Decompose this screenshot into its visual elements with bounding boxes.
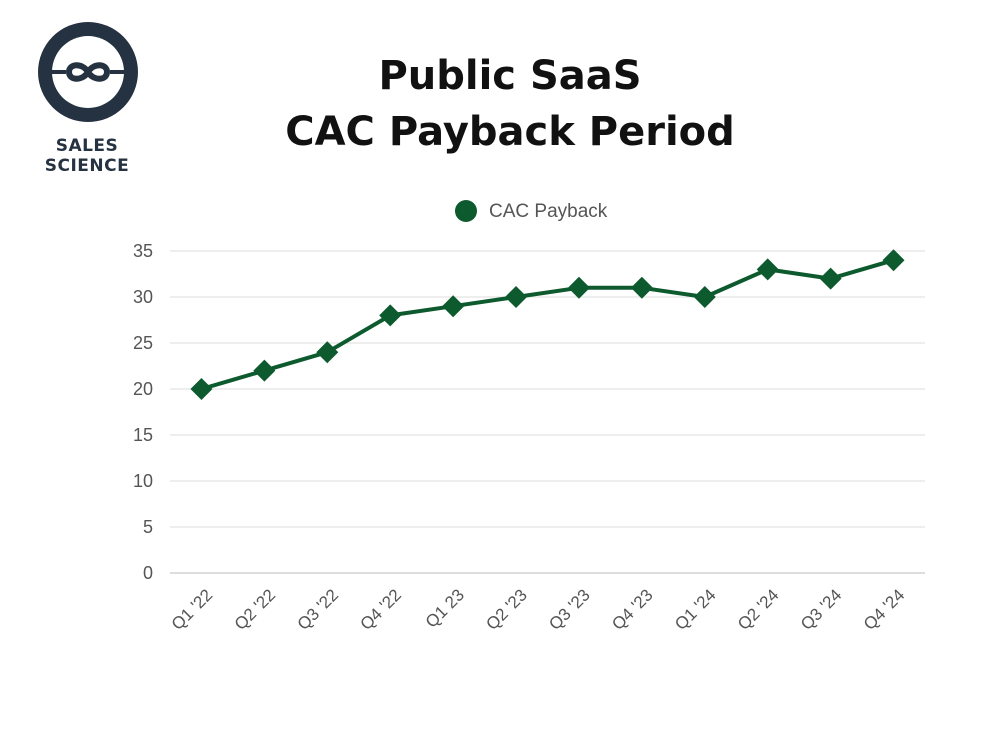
y-axis-ticks: 0 5 10 15 20 25 30 35 (133, 241, 153, 583)
x-tick-label: Q2 '22 (231, 585, 279, 633)
x-tick-label: Q4 '24 (860, 585, 908, 633)
legend-label: CAC Payback (489, 201, 608, 222)
data-point (882, 249, 905, 272)
series-line (200, 258, 895, 391)
data-point (505, 286, 528, 308)
y-tick-label: 25 (133, 333, 153, 353)
data-point (567, 276, 590, 299)
y-tick-label: 30 (133, 287, 153, 307)
y-tick-label: 10 (133, 471, 153, 491)
x-axis-ticks: Q1 '22 Q2 '22 Q3 '22 Q4 '22 Q1 23 Q2 '23 Q3 '2… (168, 585, 909, 633)
y-tick-label: 0 (143, 563, 153, 583)
sales-science-logo: SALES SCIENCE (12, 18, 162, 176)
infinity-link-icon (38, 22, 138, 122)
data-point (693, 286, 716, 308)
data-point (316, 341, 339, 364)
y-tick-label: 35 (133, 241, 153, 261)
title-line-2: CAC Payback Period (285, 109, 735, 155)
x-tick-label: Q2 '23 (482, 585, 530, 633)
x-tick-label: Q4 '23 (608, 585, 656, 633)
x-tick-label: Q3 '24 (797, 585, 845, 633)
data-point (756, 258, 779, 281)
data-point (819, 267, 842, 290)
x-tick-label: Q1 23 (422, 585, 468, 631)
y-tick-label: 20 (133, 379, 153, 399)
x-tick-label: Q1 '22 (168, 585, 216, 633)
data-point (630, 276, 653, 299)
data-point (253, 359, 276, 382)
data-point (190, 378, 213, 400)
y-tick-label: 5 (143, 517, 153, 537)
logo-text: SALES SCIENCE (44, 136, 130, 176)
x-tick-label: Q3 '23 (545, 585, 593, 633)
y-tick-label: 15 (133, 425, 153, 445)
data-point (442, 295, 465, 318)
chart-title: Public SaaS CAC Payback Period (260, 48, 760, 160)
legend: CAC Payback (455, 200, 608, 222)
x-tick-label: Q1 '24 (671, 585, 719, 633)
legend-marker (455, 200, 477, 222)
x-tick-label: Q4 '22 (357, 585, 405, 633)
series-layer (190, 249, 905, 400)
x-tick-label: Q2 '24 (734, 585, 782, 633)
grid-lines (170, 250, 925, 574)
title-line-1: Public SaaS (378, 53, 642, 99)
x-tick-label: Q3 '22 (294, 585, 342, 633)
data-point (379, 304, 402, 327)
